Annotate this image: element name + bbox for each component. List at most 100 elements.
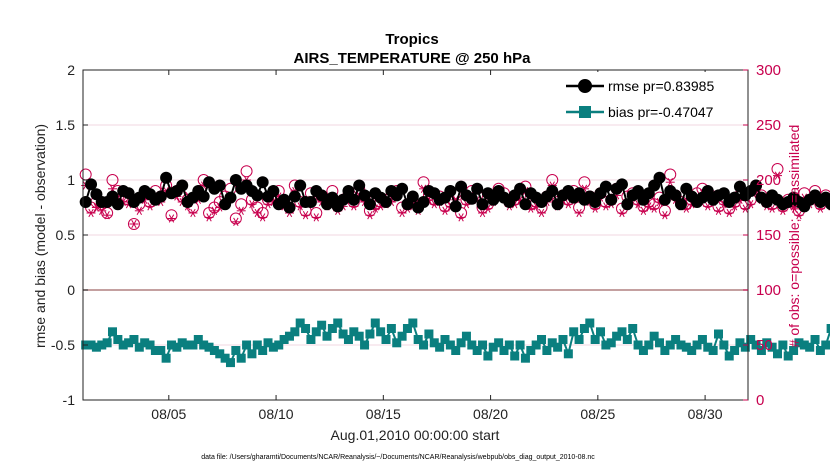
bias-point	[156, 346, 166, 355]
bias-point	[322, 331, 332, 341]
bias-point	[520, 353, 530, 363]
obs-assimilated-point	[772, 171, 782, 180]
bias-point	[397, 331, 407, 341]
y2-axis-label: # of obs: o=possible; ∗=assimilated	[786, 125, 802, 348]
bias-point	[655, 338, 665, 348]
bias-point	[419, 340, 429, 350]
bias-point	[284, 331, 294, 341]
legend: rmse pr=0.83985 bias pr=-0.47047	[560, 72, 746, 122]
y2-tick-label: 50	[756, 337, 773, 354]
rmse-point	[455, 180, 468, 193]
bias-point	[113, 335, 123, 344]
legend-bias-marker	[579, 106, 591, 118]
bias-point	[392, 338, 402, 348]
y2-tick-label: 250	[756, 117, 781, 134]
bias-point	[649, 331, 659, 341]
rmse-point	[326, 191, 339, 204]
rmse-point	[476, 198, 489, 211]
bias-point	[188, 340, 198, 350]
rmse-point	[294, 179, 307, 192]
rmse-point	[79, 196, 92, 208]
rmse-point	[669, 189, 682, 202]
y2-tick-label: 0	[756, 392, 764, 409]
rmse-point	[267, 185, 280, 197]
rmse-point	[358, 189, 371, 202]
bias-point	[386, 324, 396, 333]
bias-point	[215, 349, 225, 359]
rmse-point	[449, 200, 462, 213]
obs-assimilated-point	[247, 200, 257, 209]
y-tick-label: 2	[67, 62, 75, 78]
bias-point	[547, 338, 557, 348]
bias-point	[290, 327, 300, 337]
obs-assimilated-point	[638, 206, 648, 215]
bias-point	[451, 346, 461, 355]
bias-point	[333, 318, 343, 328]
bias-point	[435, 342, 445, 352]
obs-assimilated-point	[231, 217, 241, 226]
bias-point	[821, 340, 830, 350]
rmse-point	[213, 179, 226, 192]
bias-point	[370, 318, 380, 328]
bias-point	[183, 340, 193, 350]
rmse-point	[176, 179, 189, 192]
bias-point	[778, 340, 788, 350]
bias-point	[579, 324, 589, 333]
bias-point	[606, 338, 616, 348]
y-axis-label: rmse and bias (model - observation)	[32, 124, 48, 348]
obs-possible-point	[106, 174, 119, 186]
bias-point	[724, 351, 734, 361]
bias-point	[590, 335, 600, 344]
bias-point	[311, 327, 321, 337]
rmse-point	[551, 198, 564, 211]
bias-point	[499, 346, 509, 355]
bias-point	[258, 346, 268, 355]
y2-tick-label: 100	[756, 282, 781, 299]
rmse-point	[197, 190, 210, 203]
bias-point	[799, 340, 809, 350]
bias-point	[279, 335, 289, 344]
bias-point	[810, 335, 820, 344]
bias-point	[644, 340, 654, 350]
obs-possible-point	[771, 163, 784, 175]
obs-assimilated-point	[102, 211, 112, 220]
y2-tick-label: 300	[756, 62, 781, 79]
bias-point	[596, 327, 606, 337]
bias-point	[815, 346, 825, 355]
bias-point	[478, 340, 488, 350]
obs-assimilated-point	[724, 208, 734, 218]
bias-point	[660, 346, 670, 355]
rmse-point	[605, 193, 618, 206]
rmse-point	[701, 185, 714, 197]
rmse-point	[122, 187, 135, 200]
rmse-point	[750, 179, 763, 192]
bias-point	[268, 342, 278, 352]
bias-point	[488, 342, 498, 352]
bias-point	[826, 324, 830, 333]
bias-point	[134, 342, 144, 352]
bias-point	[86, 340, 96, 350]
bias-point	[665, 340, 675, 350]
bias-point	[483, 351, 493, 361]
bias-series	[81, 318, 830, 368]
bias-point	[231, 346, 241, 355]
bias-point	[381, 335, 391, 344]
rmse-point	[733, 180, 746, 193]
bias-point	[703, 342, 713, 352]
obs-assimilated-point	[649, 204, 659, 213]
bias-point	[317, 320, 327, 330]
obs-assimilated-point	[129, 219, 139, 229]
bias-point	[102, 338, 112, 348]
bias-point	[756, 346, 766, 355]
obs-assimilated-point	[204, 213, 214, 222]
obs-assimilated-point	[258, 213, 268, 222]
bias-point	[236, 353, 246, 363]
rmse-point	[363, 198, 376, 211]
obs-assimilated-point	[617, 208, 627, 218]
rmse-point	[825, 198, 830, 211]
bias-point	[783, 351, 793, 361]
bias-point	[242, 340, 252, 350]
obs-assimilated-point	[252, 208, 262, 218]
bias-point	[633, 340, 643, 350]
